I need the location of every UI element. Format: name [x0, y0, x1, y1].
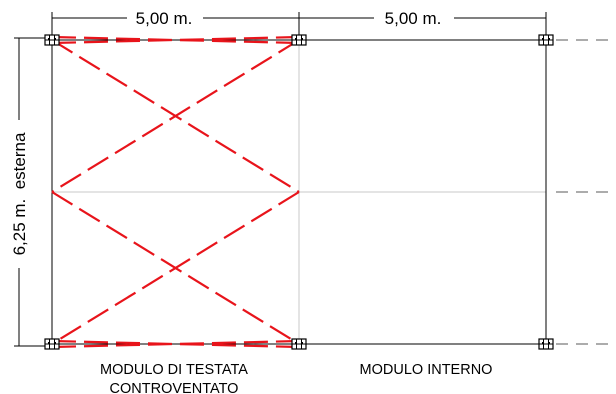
- dimension-left-label: 5,00 m.: [136, 9, 193, 28]
- dim-label-bg-right: [374, 7, 454, 29]
- caption-left-line2: CONTROVENTATO: [110, 381, 239, 394]
- base-plate-node-icon: [291, 338, 307, 350]
- bracing: [51, 35, 300, 349]
- caption-left-line1: MODULO DI TESTATA: [100, 362, 248, 378]
- dimension-height-label: 6,25 m. esterna: [10, 132, 29, 255]
- base-plate-node-icon: [538, 338, 554, 350]
- dim-label-bg-vertical: [8, 120, 32, 268]
- base-plate-node-icon: [44, 34, 60, 46]
- base-plate-node-icon: [44, 338, 60, 350]
- dim-label-bg-left: [127, 7, 203, 29]
- caption-right: MODULO INTERNO: [360, 362, 493, 378]
- continuation-lines: [556, 39, 616, 345]
- brace-top-b: [51, 35, 300, 45]
- brace-top-a: [51, 35, 300, 45]
- brace-upper-diagonal-b: [51, 39, 300, 193]
- dimension-right-label: 5,00 m.: [385, 9, 442, 28]
- base-plate-node-icon: [538, 34, 554, 46]
- brace-bottom-b: [51, 339, 300, 349]
- base-plate-node-icon: [291, 34, 307, 46]
- brace-bottom-a: [51, 339, 300, 349]
- brace-lower-diagonal-b: [51, 191, 300, 345]
- frame: [51, 39, 547, 345]
